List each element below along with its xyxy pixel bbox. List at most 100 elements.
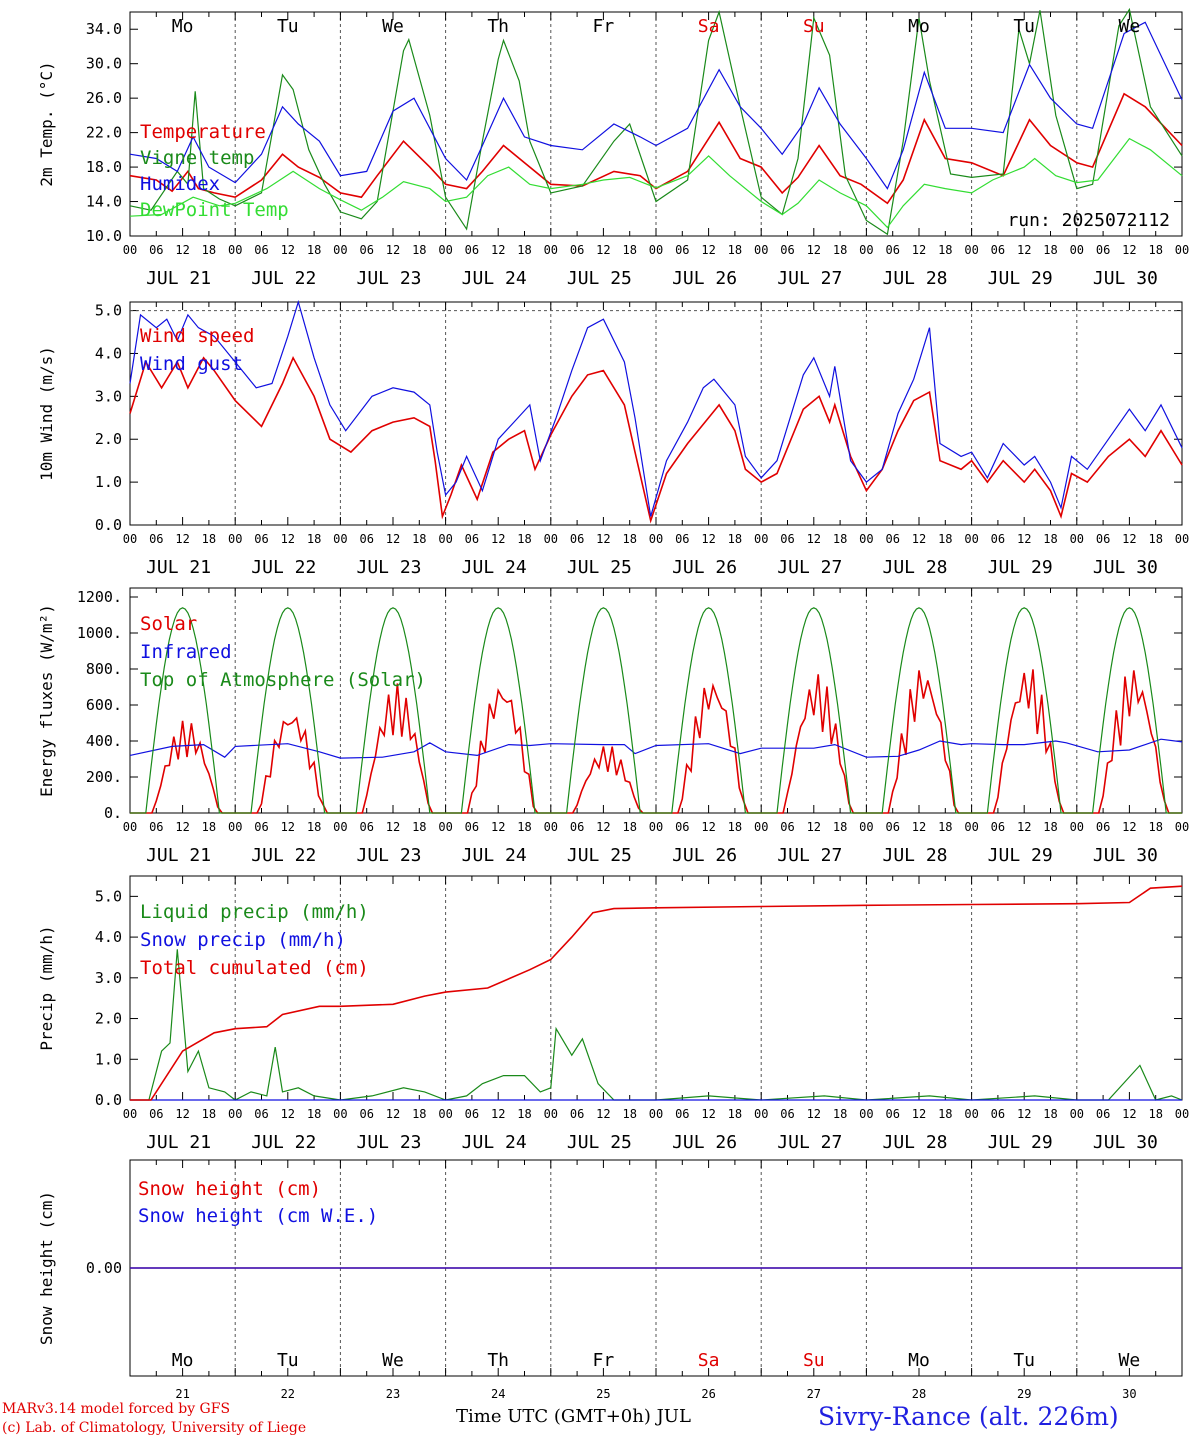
weekday-label: Tu (1013, 16, 1035, 37)
hour-tick-label: 12 (491, 1107, 505, 1121)
hour-tick-label: 12 (701, 1107, 715, 1121)
hour-tick-label: 12 (701, 532, 715, 546)
date-label: JUL 30 (1093, 268, 1158, 289)
date-label: JUL 29 (988, 845, 1053, 866)
hour-tick-label: 18 (202, 1107, 216, 1121)
hour-tick-label: 00 (228, 1107, 242, 1121)
hour-tick-label: 06 (885, 820, 899, 834)
panel-frame (129, 587, 1183, 814)
day-number-label: 24 (491, 1387, 505, 1400)
hour-tick-label: 00 (438, 1107, 452, 1121)
hour-tick-label: 06 (465, 532, 479, 546)
hour-tick-label: 06 (254, 820, 268, 834)
hour-tick-label: 12 (1017, 820, 1031, 834)
hour-tick-label: 18 (728, 820, 742, 834)
hour-tick-label: 18 (622, 1107, 636, 1121)
hour-tick-label: 18 (728, 1107, 742, 1121)
hour-tick-label: 00 (964, 532, 978, 546)
hour-tick-label: 00 (333, 820, 347, 834)
hour-tick-label: 06 (149, 820, 163, 834)
day-number-label: 30 (1122, 1387, 1136, 1400)
hour-tick-label: 18 (833, 1107, 847, 1121)
hour-tick-label: 06 (570, 820, 584, 834)
hour-tick-label: 12 (1122, 532, 1136, 546)
y-tick-label: 800. (86, 660, 122, 678)
hour-tick-label: 12 (1122, 1107, 1136, 1121)
series-line (130, 885, 1183, 1101)
hour-tick-label: 12 (596, 820, 610, 834)
date-label: JUL 25 (567, 1132, 632, 1153)
y-tick-label: 5.0 (95, 887, 122, 905)
hour-tick-label: 00 (333, 1107, 347, 1121)
hour-tick-label: 00 (859, 243, 873, 257)
hour-tick-label: 06 (570, 243, 584, 257)
hour-tick-label: 00 (1175, 243, 1189, 257)
hour-tick-label: 06 (254, 1107, 268, 1121)
hour-tick-label: 00 (123, 243, 137, 257)
weekday-label: Mo (172, 1350, 194, 1371)
hour-tick-label: 00 (964, 820, 978, 834)
weekday-label: Sa (698, 1350, 720, 1371)
hour-tick-label: 06 (991, 243, 1005, 257)
date-label: JUL 25 (567, 557, 632, 578)
series-line (129, 92, 1183, 205)
hour-tick-label: 00 (228, 820, 242, 834)
y-tick-label: 1000. (77, 624, 122, 642)
hour-tick-label: 18 (938, 532, 952, 546)
date-label: JUL 25 (567, 845, 632, 866)
hour-tick-label: 18 (938, 243, 952, 257)
y-tick-label: 0.0 (95, 1091, 122, 1109)
date-label: JUL 23 (356, 268, 421, 289)
hour-tick-label: 06 (991, 820, 1005, 834)
hour-tick-label: 18 (938, 1107, 952, 1121)
hour-tick-label: 18 (1043, 243, 1057, 257)
day-number-label: 29 (1017, 1387, 1031, 1400)
legend-entry: Vigne temp (140, 147, 254, 169)
hour-tick-label: 06 (991, 532, 1005, 546)
hour-tick-label: 06 (885, 1107, 899, 1121)
y-tick-label: 1.0 (95, 1050, 122, 1068)
date-label: JUL 27 (777, 557, 842, 578)
hour-tick-label: 06 (675, 1107, 689, 1121)
series-line (130, 607, 1182, 814)
hour-tick-label: 12 (386, 820, 400, 834)
hour-tick-label: 00 (544, 243, 558, 257)
hour-tick-label: 12 (175, 532, 189, 546)
hour-tick-label: 18 (728, 243, 742, 257)
hour-tick-label: 06 (1096, 243, 1110, 257)
legend-entry: DewPoint Temp (140, 199, 289, 221)
date-label: JUL 23 (356, 845, 421, 866)
panel-2 (129, 299, 1183, 526)
date-label: JUL 22 (251, 557, 316, 578)
hour-tick-label: 00 (123, 820, 137, 834)
hour-tick-label: 12 (912, 532, 926, 546)
date-label: JUL 23 (356, 1132, 421, 1153)
date-label: JUL 30 (1093, 845, 1158, 866)
hour-tick-label: 06 (570, 1107, 584, 1121)
date-label: JUL 21 (146, 268, 211, 289)
weekday-label: We (1119, 16, 1141, 37)
hour-tick-label: 06 (359, 243, 373, 257)
hour-tick-label: 00 (754, 1107, 768, 1121)
hour-tick-label: 12 (596, 532, 610, 546)
hour-tick-label: 06 (885, 532, 899, 546)
y-tick-label: 0. (104, 804, 122, 822)
hour-tick-label: 12 (491, 532, 505, 546)
hour-tick-label: 12 (912, 1107, 926, 1121)
y-tick-label: 10.0 (86, 227, 122, 245)
weekday-label: Mo (172, 16, 194, 37)
y-tick-label: 3.0 (95, 387, 122, 405)
hour-tick-label: 18 (728, 532, 742, 546)
date-label: JUL 26 (672, 1132, 737, 1153)
y-tick-label: 22.0 (86, 124, 122, 142)
time-axis-title: Time UTC (GMT+0h) JUL (456, 1406, 691, 1427)
hour-tick-label: 06 (1096, 532, 1110, 546)
series-line (129, 7, 1183, 236)
date-label: JUL 22 (251, 1132, 316, 1153)
hour-tick-label: 18 (833, 820, 847, 834)
hour-tick-label: 18 (307, 1107, 321, 1121)
hour-tick-label: 12 (807, 1107, 821, 1121)
weekday-label: Sa (698, 16, 720, 37)
hour-tick-label: 18 (1043, 532, 1057, 546)
day-number-label: 28 (912, 1387, 926, 1400)
